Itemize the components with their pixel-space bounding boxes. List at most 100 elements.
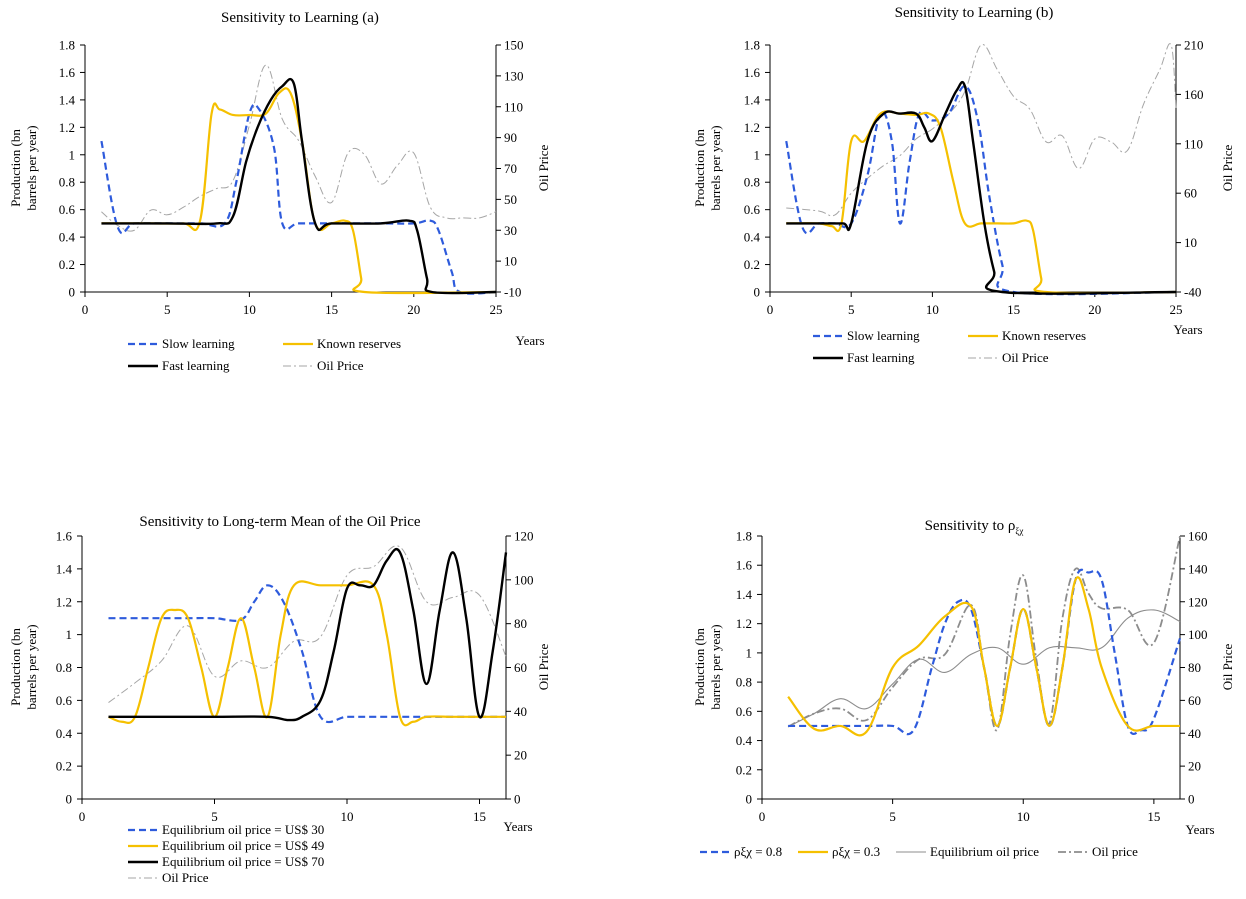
x-tick-label: 5 [848, 302, 855, 317]
series-line-equilibrium-oil-price-us-30 [108, 584, 506, 724]
legend: Equilibrium oil price = US$ 30Equilibriu… [128, 822, 324, 885]
y-axis-label-line: Production (bn [8, 129, 23, 207]
y-tick-label: 1.4 [59, 92, 76, 107]
y-tick-label: 1.6 [736, 558, 753, 573]
legend: ρξχ = 0.8 ρξχ = 0.3 Equilibrium oil price O… [700, 844, 1138, 859]
legend-label-equilibrium-oil-price: Equilibrium oil price [930, 844, 1039, 859]
y2-tick-label: 140 [1188, 561, 1208, 576]
y2-tick-label: -40 [1184, 285, 1201, 300]
y-axis-label: Production (bnbarrels per year) [8, 125, 39, 210]
legend-label-equilibrium-oil-price-us-70: Equilibrium oil price = US$ 70 [162, 854, 324, 869]
series-line-oil-price [101, 64, 497, 232]
series-line-fast-learning [101, 77, 497, 295]
y-tick-label: 1.4 [56, 561, 73, 576]
y2-axis-label: Oil Price [536, 643, 551, 690]
y-axis-label-line: barrels per year) [24, 624, 39, 709]
y2-tick-label: 60 [514, 660, 527, 675]
series-line-0-8 [788, 568, 1182, 736]
y-axis-label: Production (bnbarrels per year) [692, 125, 723, 210]
y-tick-label: 0.2 [744, 257, 760, 272]
y2-tick-label: 60 [1184, 186, 1197, 201]
legend-label-oil-price: Oil Price [317, 358, 364, 373]
chart-d: Sensitivity to ρξχ 0 5 10 15 0 0.2 0.4 0.6 0.8 1 1.… [692, 518, 1235, 859]
y-tick-label: 0.4 [59, 230, 76, 245]
chart-c: Sensitivity to Long-term Mean of the Oil… [8, 514, 551, 885]
y2-tick-label: 40 [1188, 726, 1201, 741]
legend-label-known-reserves: Known reserves [317, 336, 401, 351]
x-tick-label: 20 [1088, 302, 1101, 317]
y-tick-label: 0.6 [736, 704, 753, 719]
x-tick-label: 0 [759, 809, 766, 824]
chart-title: Sensitivity to Learning (a) [221, 10, 379, 26]
legend-label-oil-price: Oil price [1092, 844, 1138, 859]
x-tick-label: 15 [325, 302, 338, 317]
y-tick-label: 0.8 [736, 675, 752, 690]
y-tick-label: 1.2 [736, 616, 752, 631]
y-tick-label: 1 [754, 147, 761, 162]
y2-tick-label: 160 [1184, 87, 1204, 102]
y-tick-label: 0.6 [744, 202, 761, 217]
chart-a: Sensitivity to Learning (a) 0 5 10 15 20 25 0 0.… [8, 10, 551, 373]
x-axis-label: Years [515, 333, 544, 348]
y2-tick-label: 90 [504, 130, 517, 145]
y-tick-label: 0.6 [56, 693, 73, 708]
y2-tick-label: 100 [514, 572, 534, 587]
y-tick-label: 0.8 [59, 175, 75, 190]
y-tick-label: 1.2 [744, 120, 760, 135]
y2-tick-label: 60 [1188, 693, 1201, 708]
y-tick-label: 0.2 [59, 257, 75, 272]
series-line-oil-price [108, 545, 507, 703]
x-axis-label: Years [1185, 822, 1214, 837]
chart-b: Sensitivity to Learning (b) 0 5 10 15 20 25 0 0.… [692, 5, 1235, 365]
chart-title: Sensitivity to Long-term Mean of the Oil… [139, 514, 421, 530]
series-line-equilibrium-oil-price-us-70 [108, 547, 508, 722]
series-line-known-reserves [101, 87, 497, 295]
y2-tick-label: 80 [1188, 660, 1201, 675]
y2-tick-label: 30 [504, 223, 517, 238]
y2-tick-label: 70 [504, 161, 517, 176]
y-tick-label: 1.6 [744, 65, 761, 80]
y-tick-label: 1.4 [744, 92, 761, 107]
chart-title-subscript: ξχ [1015, 526, 1023, 536]
y2-tick-label: 0 [514, 792, 521, 807]
y-tick-label: 0.6 [59, 202, 76, 217]
y2-axis-label: Oil Price [1220, 643, 1235, 690]
y-tick-label: 0 [66, 792, 73, 807]
y-tick-label: 0.2 [736, 762, 752, 777]
y2-tick-label: 50 [504, 192, 517, 207]
y-axis-label: Production (bnbarrels per year) [8, 624, 39, 709]
legend: Slow learning Known reserves Fast learning… [128, 336, 401, 373]
y2-axis-label: Oil Price [1220, 144, 1235, 191]
legend-label-equilibrium-oil-price-us-49: Equilibrium oil price = US$ 49 [162, 838, 324, 853]
y-tick-label: 1 [69, 147, 76, 162]
y2-tick-label: 10 [504, 254, 517, 269]
y-tick-label: 1 [746, 645, 753, 660]
legend-label-oil-price: Oil Price [162, 870, 209, 885]
y-tick-label: 1 [66, 627, 73, 642]
y2-tick-label: 110 [1184, 136, 1203, 151]
x-tick-label: 25 [490, 302, 503, 317]
x-tick-label: 15 [1007, 302, 1020, 317]
y2-tick-label: 20 [1188, 759, 1201, 774]
x-tick-label: 20 [407, 302, 420, 317]
series-line-fast-learning [786, 80, 1177, 295]
y-tick-label: 0 [69, 285, 76, 300]
series-line-equilibrium-oil-price [787, 609, 1181, 728]
x-tick-label: 10 [243, 302, 256, 317]
x-axis-label: Years [1173, 322, 1202, 337]
series-line-oil-price [787, 535, 1181, 732]
chart-title: Sensitivity to ρξχ [925, 518, 1024, 536]
legend-label-slow-learning: Slow learning [162, 336, 235, 351]
x-tick-label: 0 [79, 809, 86, 824]
y2-tick-label: 40 [514, 704, 527, 719]
y-tick-label: 0.4 [744, 230, 761, 245]
x-tick-label: 10 [1017, 809, 1030, 824]
y2-tick-label: 20 [514, 748, 527, 763]
x-tick-label: 5 [164, 302, 171, 317]
y2-axis-label: Oil Price [536, 144, 551, 191]
legend-label-oil-price: Oil Price [1002, 350, 1049, 365]
y2-tick-label: 0 [1188, 792, 1195, 807]
y-tick-label: 0.8 [56, 660, 72, 675]
x-tick-label: 10 [341, 809, 354, 824]
